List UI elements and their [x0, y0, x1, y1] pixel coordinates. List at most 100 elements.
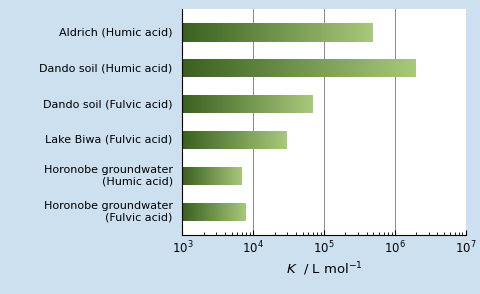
Bar [245, 59, 246, 77]
Bar [349, 23, 350, 41]
Bar [198, 59, 199, 77]
Bar [219, 23, 220, 41]
Bar [392, 59, 393, 77]
Bar [223, 23, 224, 41]
Bar [225, 23, 226, 41]
Bar [209, 59, 210, 77]
Bar [415, 59, 416, 77]
Bar [367, 59, 368, 77]
Bar [343, 59, 344, 77]
Bar [208, 23, 209, 41]
Bar [266, 23, 267, 41]
Bar [189, 59, 190, 77]
Bar [299, 59, 300, 77]
Bar [313, 23, 314, 41]
Bar [404, 59, 405, 77]
Bar [328, 23, 329, 41]
Bar [358, 59, 359, 77]
Bar [314, 23, 315, 41]
Bar [315, 59, 316, 77]
Bar [284, 59, 285, 77]
Bar [300, 59, 301, 77]
Bar [303, 23, 304, 41]
Bar [329, 23, 330, 41]
Bar [338, 59, 339, 77]
Bar [337, 59, 338, 77]
Bar [283, 23, 284, 41]
Bar [303, 59, 304, 77]
Bar [405, 59, 406, 77]
Bar [199, 59, 200, 77]
Bar [203, 23, 204, 41]
Bar [269, 23, 270, 41]
Bar [344, 23, 345, 41]
Bar [230, 59, 231, 77]
Bar [406, 59, 407, 77]
Bar [408, 59, 409, 77]
Bar [281, 59, 282, 77]
Bar [362, 59, 363, 77]
X-axis label: $K$  / L mol$^{-1}$: $K$ / L mol$^{-1}$ [286, 261, 362, 278]
Bar [312, 59, 313, 77]
Bar [229, 59, 230, 77]
Bar [268, 59, 269, 77]
Bar [225, 59, 226, 77]
Bar [302, 59, 303, 77]
Bar [231, 23, 232, 41]
Bar [343, 23, 344, 41]
Bar [333, 59, 334, 77]
Bar [348, 23, 349, 41]
Bar [196, 59, 197, 77]
Bar [185, 59, 186, 77]
Bar [267, 59, 268, 77]
Bar [407, 59, 408, 77]
Bar [372, 59, 373, 77]
Bar [333, 23, 334, 41]
Bar [263, 23, 264, 41]
Bar [300, 23, 301, 41]
Bar [297, 59, 298, 77]
Bar [402, 59, 403, 77]
Bar [313, 59, 314, 77]
Bar [304, 23, 305, 41]
Bar [301, 59, 302, 77]
Bar [354, 23, 355, 41]
Bar [210, 59, 211, 77]
Bar [362, 23, 363, 41]
Bar [190, 59, 191, 77]
Bar [260, 23, 261, 41]
Bar [224, 23, 225, 41]
Bar [399, 59, 400, 77]
Bar [233, 23, 234, 41]
Bar [385, 59, 386, 77]
Bar [380, 59, 381, 77]
Bar [262, 59, 263, 77]
Bar [257, 59, 258, 77]
Bar [221, 23, 222, 41]
Bar [277, 23, 278, 41]
Bar [213, 59, 214, 77]
Bar [350, 59, 351, 77]
Bar [320, 23, 321, 41]
Bar [278, 59, 279, 77]
Bar [364, 59, 365, 77]
Bar [324, 23, 325, 41]
Bar [248, 23, 249, 41]
Bar [204, 59, 205, 77]
Bar [194, 59, 195, 77]
Bar [271, 23, 272, 41]
Bar [186, 59, 187, 77]
Bar [365, 23, 366, 41]
Bar [345, 59, 346, 77]
Bar [361, 59, 362, 77]
Bar [297, 23, 298, 41]
Bar [217, 23, 218, 41]
Bar [310, 59, 311, 77]
Bar [317, 23, 318, 41]
Bar [291, 23, 292, 41]
Bar [183, 59, 184, 77]
Bar [336, 59, 337, 77]
Bar [197, 59, 198, 77]
Bar [294, 23, 295, 41]
Bar [305, 23, 306, 41]
